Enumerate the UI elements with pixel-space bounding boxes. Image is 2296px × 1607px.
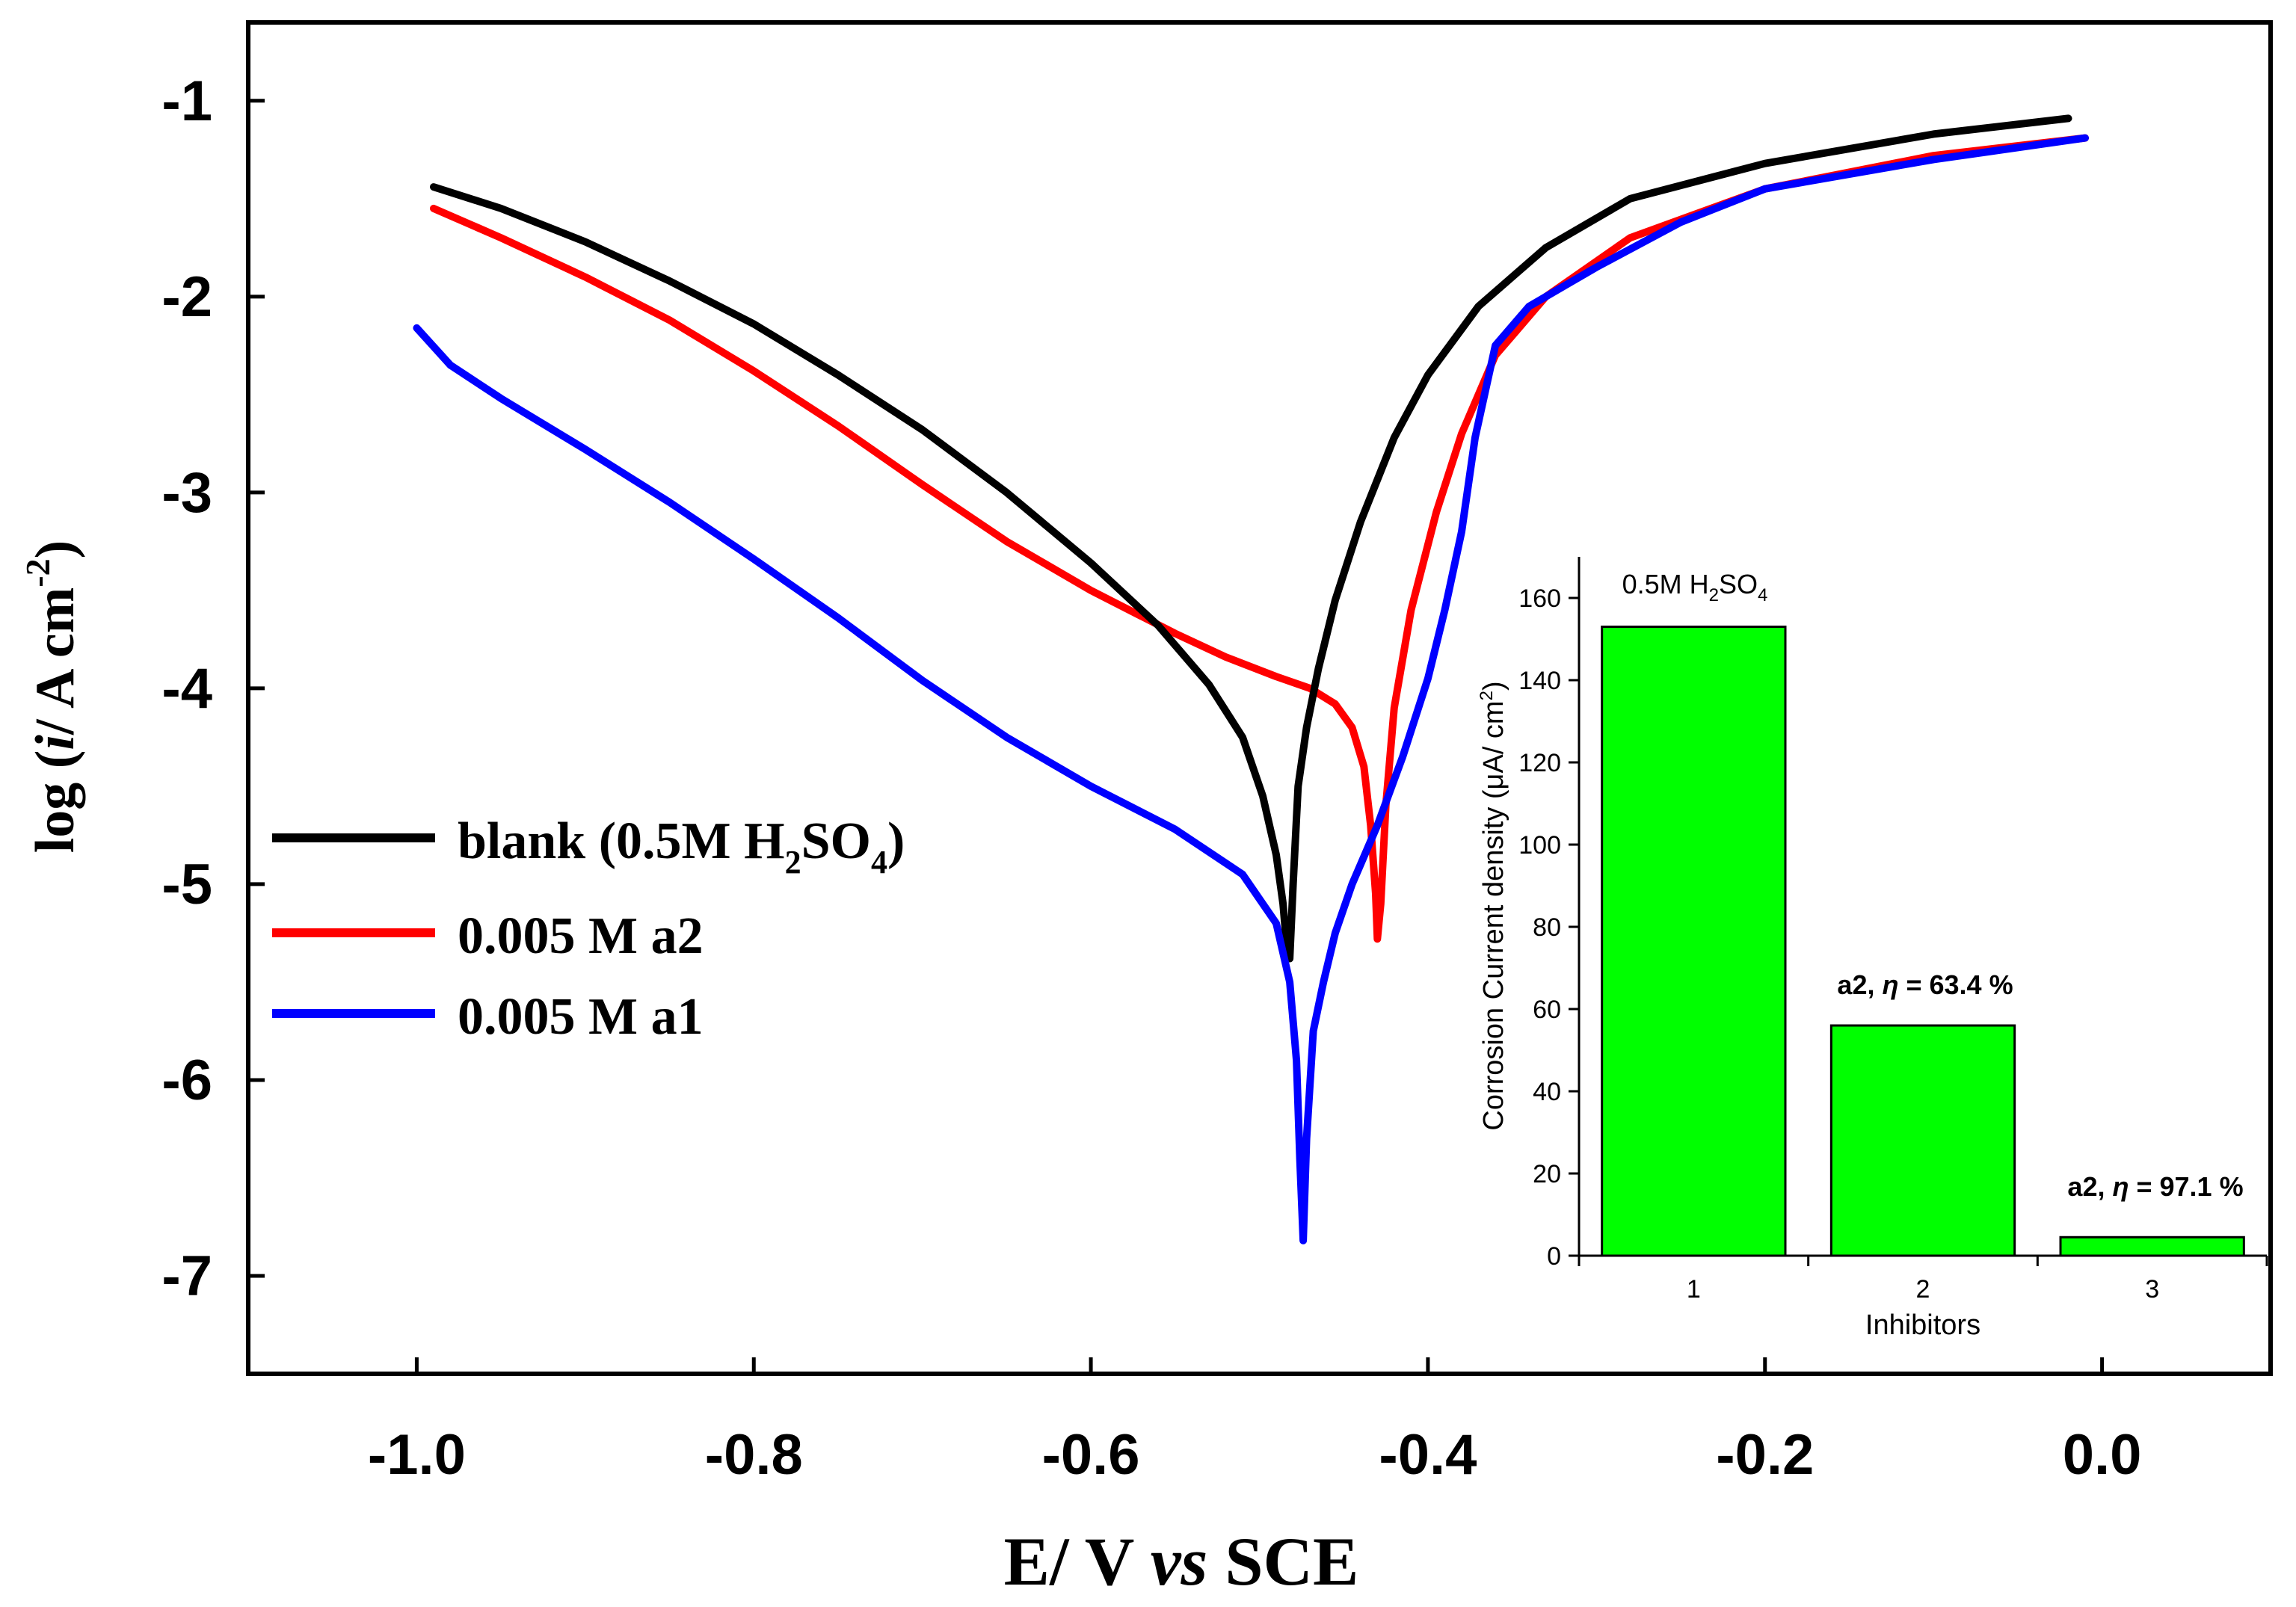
main-y-axis-title: log (i/ A cm-2) (19, 540, 86, 854)
x-tick-label: 0.0 (2063, 1423, 2142, 1487)
inset-x-tick-label: 1 (1687, 1275, 1701, 1304)
x-tick-label: -0.4 (1379, 1423, 1477, 1487)
y-tick-label: -5 (161, 853, 212, 916)
inset-y-tick-label: 40 (1533, 1078, 1561, 1106)
y-tick-label: -2 (161, 265, 212, 329)
inset-y-tick-label: 140 (1518, 667, 1561, 695)
inset-y-tick-label: 20 (1533, 1160, 1561, 1188)
inset-x-tick-label: 2 (1916, 1275, 1930, 1304)
inset-bar-3 (2059, 1236, 2245, 1257)
x-tick-label: -1.0 (368, 1423, 466, 1487)
legend-label-a1: 0.005 M a1 (458, 988, 704, 1046)
inset-y-tick-label: 160 (1518, 584, 1561, 613)
main-plot-frame (246, 20, 2273, 1376)
y-tick-label: -4 (161, 657, 212, 721)
legend-label-blank: blank (0.5M H2SO4) (458, 812, 905, 880)
y-tick-label: -1 (161, 70, 212, 133)
main-x-axis-title: E/ V vs SCE (1004, 1523, 1359, 1600)
inset-y-tick-label: 80 (1533, 913, 1561, 942)
series-line-blank-0-5m-h2so4- (430, 114, 2072, 963)
series-line-0-005-m-a1 (413, 134, 2089, 1244)
y-tick-label: -7 (161, 1244, 212, 1308)
inset-y-tick-label: 120 (1518, 749, 1561, 777)
inset-bar-1 (1601, 626, 1787, 1257)
inset-y-axis-title: Corrosion Current density (μA/ cm2) (1477, 681, 1509, 1130)
x-tick-label: -0.8 (705, 1423, 803, 1487)
inset-y-tick-label: 60 (1533, 996, 1561, 1024)
inset-bar-chart: 0 20 40 60 80 100 120 140 160 1 2 3 Inhibitors Corr… (1477, 557, 2268, 1341)
y-tick-label: -3 (161, 461, 212, 525)
inset-x-axis-title: Inhibitors (1865, 1310, 1980, 1341)
x-tick-label: -0.2 (1716, 1423, 1814, 1487)
inset-y-tick-label: 0 (1547, 1242, 1561, 1271)
y-tick-label: -6 (161, 1049, 212, 1112)
inset-annotation-a2-first: a2, η = 63.4 % (1837, 969, 2013, 1000)
legend: blank (0.5M H2SO4) 0.005 M a2 0.005 M a1 (272, 812, 905, 1046)
inset-y-tick-label: 100 (1518, 831, 1561, 860)
x-tick-label: -0.6 (1042, 1423, 1140, 1487)
inset-bar-2 (1829, 1024, 2016, 1257)
inset-annotation-blank: 0.5M H2SO4 (1622, 569, 1768, 605)
inset-x-tick-label: 3 (2145, 1275, 2159, 1304)
legend-label-a2: 0.005 M a2 (458, 907, 704, 965)
inset-annotation-a2-second: a2, η = 97.1 % (2067, 1171, 2243, 1202)
